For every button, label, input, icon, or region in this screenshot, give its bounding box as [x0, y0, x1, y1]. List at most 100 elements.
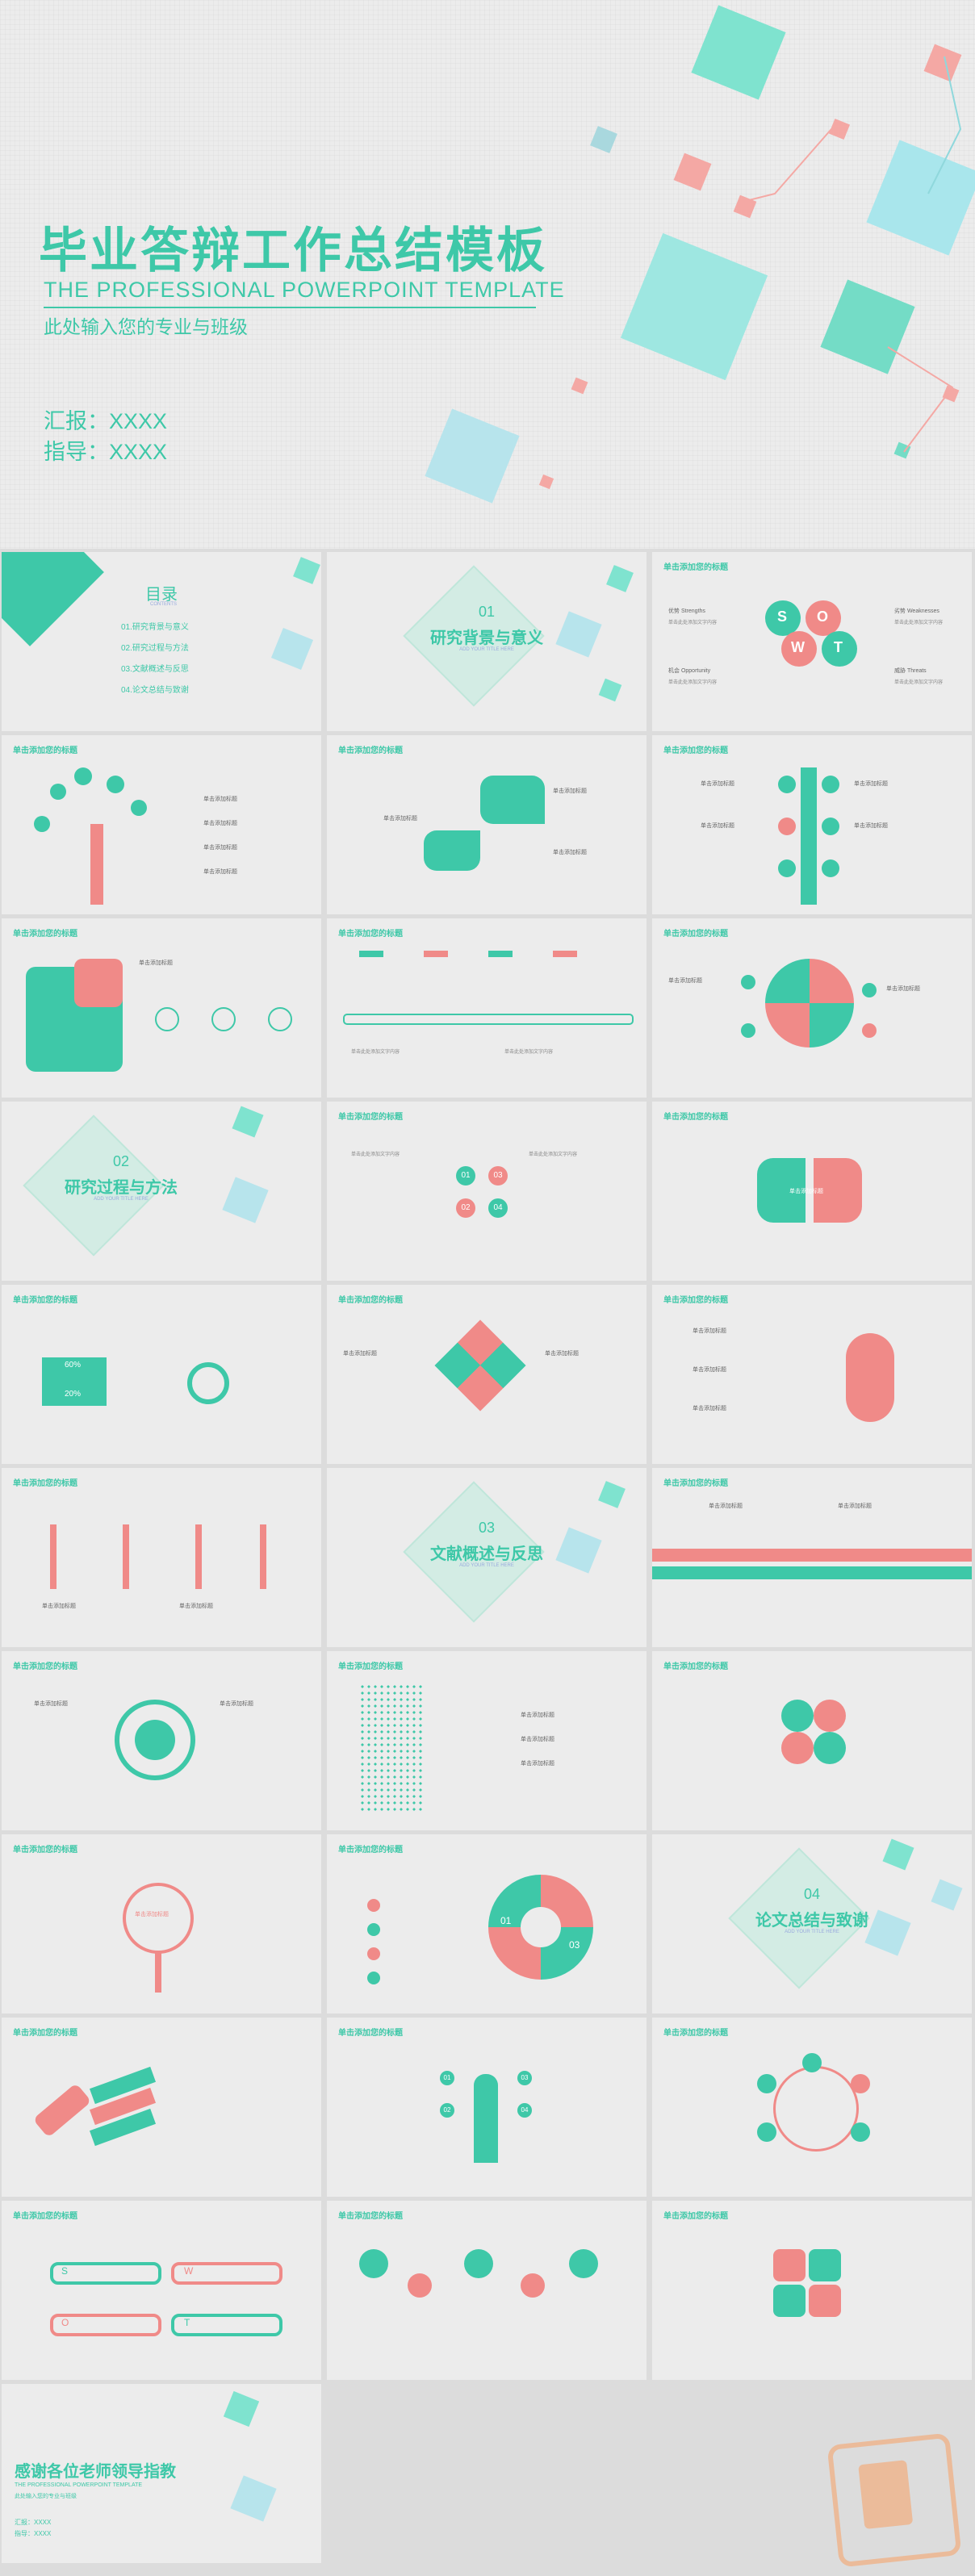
slide-thumbs-up: 单击添加您的标题 单击添加标题 — [2, 918, 321, 1098]
slide-title: 单击添加您的标题 — [663, 1296, 728, 1305]
item-title: 单击添加标题 — [220, 1701, 253, 1707]
step-circle — [822, 859, 839, 877]
item-title: 单击添加标题 — [179, 1604, 213, 1609]
chain-icon — [569, 2249, 598, 2278]
slide-title: 单击添加您的标题 — [338, 1846, 403, 1855]
placeholder-text: 单击此处添加文字内容 — [504, 1050, 554, 1055]
petal — [814, 1732, 846, 1764]
runner-figure — [846, 1333, 894, 1422]
step-circle — [822, 818, 839, 835]
reporter-line: 汇报：XXXX — [44, 409, 168, 433]
side-dot — [741, 1023, 755, 1038]
slide-title: 单击添加您的标题 — [338, 930, 403, 939]
toc-item[interactable]: 04.论文总结与致谢 — [121, 686, 189, 695]
title-underline — [44, 307, 536, 308]
slide-ring: 单击添加您的标题 单击添加标题 单击添加标题 — [2, 1651, 321, 1830]
tree-leaf — [50, 784, 66, 800]
item-title: 单击添加标题 — [521, 1737, 554, 1742]
presentation-title: 毕业答辩工作总结模板 — [39, 224, 547, 278]
orbit-icon — [757, 2074, 776, 2093]
item-title: 单击添加标题 — [203, 797, 237, 802]
item-title: 单击添加标题 — [701, 781, 734, 787]
swot-letter: S — [61, 2265, 69, 2277]
center-label: 单击添加标题 — [789, 1189, 823, 1194]
swot-circle-t — [822, 631, 857, 667]
social-icon[interactable] — [211, 1007, 236, 1031]
section-name: 文献概述与反思 — [430, 1545, 543, 1563]
placeholder-text: 单击此处添加文字内容 — [894, 621, 944, 625]
sprout — [123, 1524, 129, 1589]
tree-leaf — [34, 816, 50, 832]
num-circle: 02 — [456, 1198, 475, 1218]
swot-label: 劣势 Weaknesses — [894, 608, 939, 614]
puzzle-block — [773, 2285, 806, 2317]
slide-title: 单击添加您的标题 — [13, 1662, 77, 1671]
magnifier-handle — [155, 1952, 161, 1993]
slide-runner: 单击添加您的标题 单击添加标题 单击添加标题 单击添加标题 — [652, 1285, 972, 1464]
sprout — [195, 1524, 202, 1589]
ending-title: 感谢各位老师领导指教 — [15, 2463, 176, 2481]
slide-title: 单击添加您的标题 — [663, 2212, 728, 2221]
swot-circle-w — [781, 631, 817, 667]
slide-title: 单击添加您的标题 — [663, 1662, 728, 1671]
vertical-bar — [801, 767, 817, 905]
slide-title: 单击添加您的标题 — [13, 2029, 77, 2038]
swot-letter: W — [184, 2265, 194, 2277]
toc-item[interactable]: 03.文献概述与反思 — [121, 665, 189, 674]
tag — [359, 951, 383, 957]
dotted-figure — [359, 1683, 424, 1813]
placeholder-text: 单击此处添加文字内容 — [351, 1050, 400, 1055]
item-title: 单击添加标题 — [203, 845, 237, 851]
teal-block — [480, 776, 545, 824]
item-title: 单击添加标题 — [709, 1503, 743, 1509]
social-icon[interactable] — [155, 1007, 179, 1031]
swot-letter: O — [817, 608, 829, 625]
orbit-icon — [802, 2053, 822, 2072]
toc-item[interactable]: 01.研究背景与意义 — [121, 623, 189, 632]
ring — [115, 1700, 195, 1780]
item-title: 单击添加标题 — [553, 850, 587, 855]
toc-item[interactable]: 02.研究过程与方法 — [121, 644, 189, 653]
item-title: 单击添加标题 — [34, 1701, 68, 1707]
item-title: 单击添加标题 — [521, 1761, 554, 1767]
item-title: 单击添加标题 — [553, 788, 587, 794]
percent-value: 60% — [65, 1361, 82, 1370]
slide-magnifier: 单击添加您的标题 单击添加标题 — [2, 1834, 321, 2014]
num-badge: 02 — [440, 2103, 454, 2118]
slide-petals: 单击添加您的标题 — [652, 1651, 972, 1830]
section-sub: ADD YOUR TITLE HERE — [785, 1930, 839, 1934]
tag — [488, 951, 513, 957]
petal — [781, 1732, 814, 1764]
side-dot — [862, 1023, 877, 1038]
arrow-band — [652, 1566, 972, 1579]
slide-swot: 单击添加您的标题 S O W T 优势 Strengths 机会 Opportu… — [652, 552, 972, 731]
slide-ending: 感谢各位老师领导指教 THE PROFESSIONAL POWERPOINT T… — [2, 2384, 321, 2563]
presentation-subtitle: THE PROFESSIONAL POWERPOINT TEMPLATE — [44, 278, 565, 302]
chain-icon — [408, 2273, 432, 2298]
slide-monitor: 单击添加您的标题 单击添加标题 单击添加标题 单击添加标题 — [327, 735, 647, 914]
slide-title: 单击添加您的标题 — [13, 1479, 77, 1488]
social-icon[interactable] — [268, 1007, 292, 1031]
num-circle: 01 — [456, 1166, 475, 1186]
slide-hexagon: 单击添加您的标题 单击添加标题 — [652, 1102, 972, 1281]
item-title: 单击添加标题 — [854, 823, 888, 829]
puzzle-block — [809, 2249, 841, 2281]
item-title: 单击添加标题 — [343, 1351, 377, 1357]
item-title: 单击添加标题 — [886, 986, 920, 992]
step-circle — [822, 776, 839, 793]
ending-subtitle: THE PROFESSIONAL POWERPOINT TEMPLATE — [15, 2482, 143, 2488]
section-number: 01 — [478, 604, 496, 620]
deco-square — [230, 2475, 277, 2522]
hex-left — [757, 1158, 806, 1223]
item-title: 单击添加标题 — [693, 1367, 726, 1373]
major-hint: 此处输入您的专业与班级 — [44, 316, 248, 337]
hex-right — [814, 1158, 862, 1223]
placeholder-text: 单击此处添加文字内容 — [351, 1152, 400, 1157]
item-title: 单击添加标题 — [521, 1712, 554, 1718]
hex-badge — [42, 1357, 107, 1406]
slide-title: 单击添加您的标题 — [663, 563, 728, 572]
num-circle: 04 — [488, 1198, 508, 1218]
slide-title: 单击添加您的标题 — [13, 1846, 77, 1855]
deco-square — [882, 1838, 914, 1871]
orbit-icon — [851, 2122, 870, 2142]
